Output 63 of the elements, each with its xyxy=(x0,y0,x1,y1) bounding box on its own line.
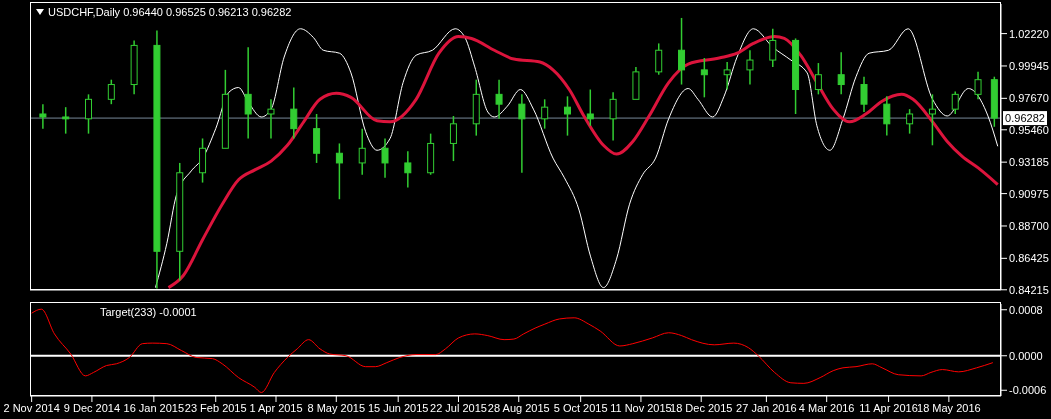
candlestick xyxy=(563,95,571,137)
y-tick-label: 0.95460 xyxy=(1009,123,1049,136)
candlestick xyxy=(678,17,686,86)
candlestick xyxy=(769,28,777,68)
candlestick xyxy=(335,142,343,200)
ref-line-label: 0.96282 xyxy=(1005,112,1045,125)
x-tick-label: 28 Aug 2015 xyxy=(487,401,550,414)
x-tick-label: 18 May 2016 xyxy=(917,401,981,414)
x-tick-label: 11 Apr 2016 xyxy=(859,401,918,414)
candlestick xyxy=(906,108,914,135)
x-tick-label: 1 Apr 2015 xyxy=(249,401,303,414)
candlestick xyxy=(541,98,549,130)
x-tick-label: 11 Nov 2015 xyxy=(610,401,672,414)
chart-title: USDCHF,Daily 0.96440 0.96525 0.96213 0.96282 xyxy=(48,6,292,18)
candlestick xyxy=(267,98,275,140)
y-tick-label: 0.0008 xyxy=(1009,303,1043,316)
y-tick-label: 0.93185 xyxy=(1009,156,1049,169)
candlestick xyxy=(107,78,115,105)
x-tick-label: 15 Jun 2015 xyxy=(367,401,429,414)
x-tick-label: 16 Jan 2015 xyxy=(123,401,185,414)
candlestick xyxy=(358,127,366,176)
y-tick-label: -0.0006 xyxy=(1009,384,1047,397)
x-tick-label: 4 Mar 2016 xyxy=(798,401,855,414)
candlestick xyxy=(837,51,845,96)
candlestick xyxy=(62,106,70,135)
candlestick xyxy=(495,78,503,120)
candlestick xyxy=(518,93,526,174)
y-tick-label: 0.97670 xyxy=(1009,92,1049,105)
candlestick xyxy=(449,115,457,162)
x-tick-label: 2 Nov 2014 xyxy=(3,401,60,414)
candlestick xyxy=(290,86,298,140)
candlestick xyxy=(244,46,252,140)
candlestick xyxy=(85,93,93,135)
candlestick xyxy=(951,90,959,115)
y-tick-label: 0.86425 xyxy=(1009,252,1049,265)
y-tick-label: 0.0000 xyxy=(1009,349,1043,362)
y-tick-label: 1.02220 xyxy=(1009,27,1049,40)
candlestick xyxy=(746,49,754,86)
candlestick xyxy=(609,91,617,142)
x-tick-label: 27 Jan 2016 xyxy=(736,401,797,414)
y-tick-label: 0.88700 xyxy=(1009,219,1049,232)
candlestick xyxy=(928,93,936,147)
candlestick xyxy=(586,88,594,127)
candlestick xyxy=(883,95,891,137)
y-tick-label: 0.84215 xyxy=(1009,283,1049,296)
x-tick-label: 8 May 2015 xyxy=(307,401,366,414)
x-tick-label: 23 Feb 2015 xyxy=(184,401,247,414)
candlestick xyxy=(700,57,708,99)
y-tick-label: 0.90975 xyxy=(1009,187,1049,200)
candlestick xyxy=(974,71,982,101)
y-tick-label: 0.99945 xyxy=(1009,59,1049,72)
x-tick-label: 9 Dec 2014 xyxy=(63,401,121,414)
x-tick-label: 5 Oct 2015 xyxy=(553,401,608,414)
candlestick xyxy=(723,61,731,91)
candlestick xyxy=(39,103,47,130)
candlestick xyxy=(655,42,663,76)
candlestick xyxy=(381,137,389,179)
chart-title: Target(233) -0.0001 xyxy=(100,306,197,318)
candlestick xyxy=(404,150,412,189)
candlestick xyxy=(860,75,868,113)
candlestick xyxy=(814,62,822,96)
x-tick-label: 18 Dec 2015 xyxy=(670,401,733,414)
x-tick-label: 22 Jul 2015 xyxy=(430,401,487,414)
